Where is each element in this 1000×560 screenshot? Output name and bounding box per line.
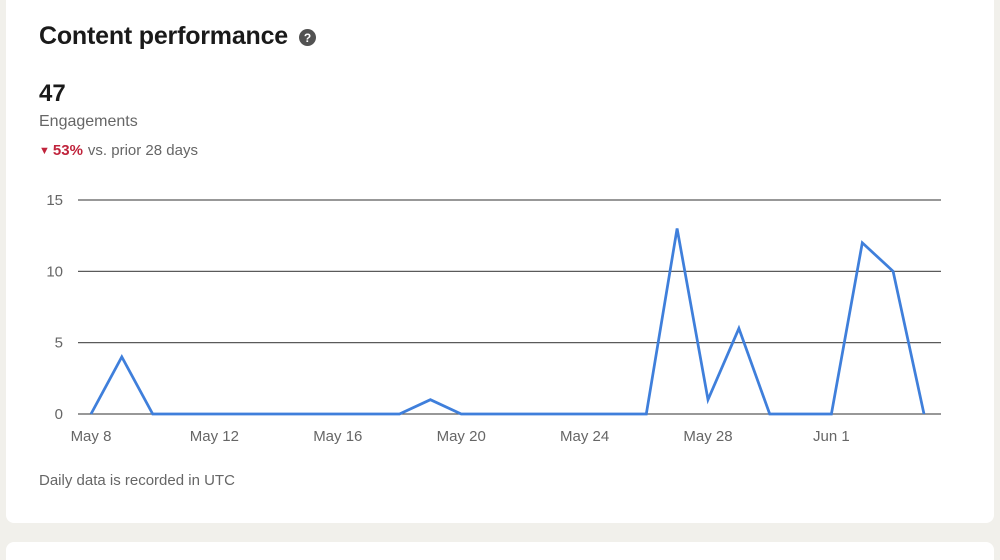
trend-down-icon: ▼ xyxy=(39,145,50,157)
x-tick-label-0: May 8 xyxy=(71,428,112,445)
engagements-series-line xyxy=(89,228,926,416)
y-tick-label-15: 15 xyxy=(46,192,63,209)
engagements-line-chart[interactable]: 15 10 5 0 May 8 May 12 May 16 May 20 May 24 May 2… xyxy=(6,183,994,448)
y-tick-label-5: 5 xyxy=(55,335,63,352)
x-tick-label-3: May 20 xyxy=(437,428,486,445)
chart-area: 15 10 5 0 May 8 May 12 May 16 May 20 May 24 May 2… xyxy=(6,183,994,448)
x-tick-label-5: May 28 xyxy=(683,428,732,445)
card-header: Content performance ? xyxy=(39,22,317,51)
engagements-count: 47 xyxy=(39,80,66,107)
trend-indicator: ▼ 53% vs. prior 28 days xyxy=(39,142,198,159)
y-tick-label-0: 0 xyxy=(55,406,63,423)
next-card-partial xyxy=(6,542,994,560)
trend-caption: vs. prior 28 days xyxy=(87,142,198,159)
help-icon[interactable]: ? xyxy=(299,29,317,46)
x-tick-label-2: May 16 xyxy=(313,428,362,445)
content-performance-card: Content performance ? 47 Engagements ▼ 5… xyxy=(6,0,994,523)
x-tick-label-1: May 12 xyxy=(190,428,239,445)
y-tick-label-10: 10 xyxy=(46,263,63,280)
x-tick-label-4: May 24 xyxy=(560,428,609,445)
engagements-label: Engagements xyxy=(39,113,138,130)
page-title: Content performance xyxy=(39,22,289,50)
trend-percent: 53% xyxy=(52,142,83,159)
utc-footnote: Daily data is recorded in UTC xyxy=(39,472,235,489)
x-tick-label-6: Jun 1 xyxy=(813,428,850,445)
